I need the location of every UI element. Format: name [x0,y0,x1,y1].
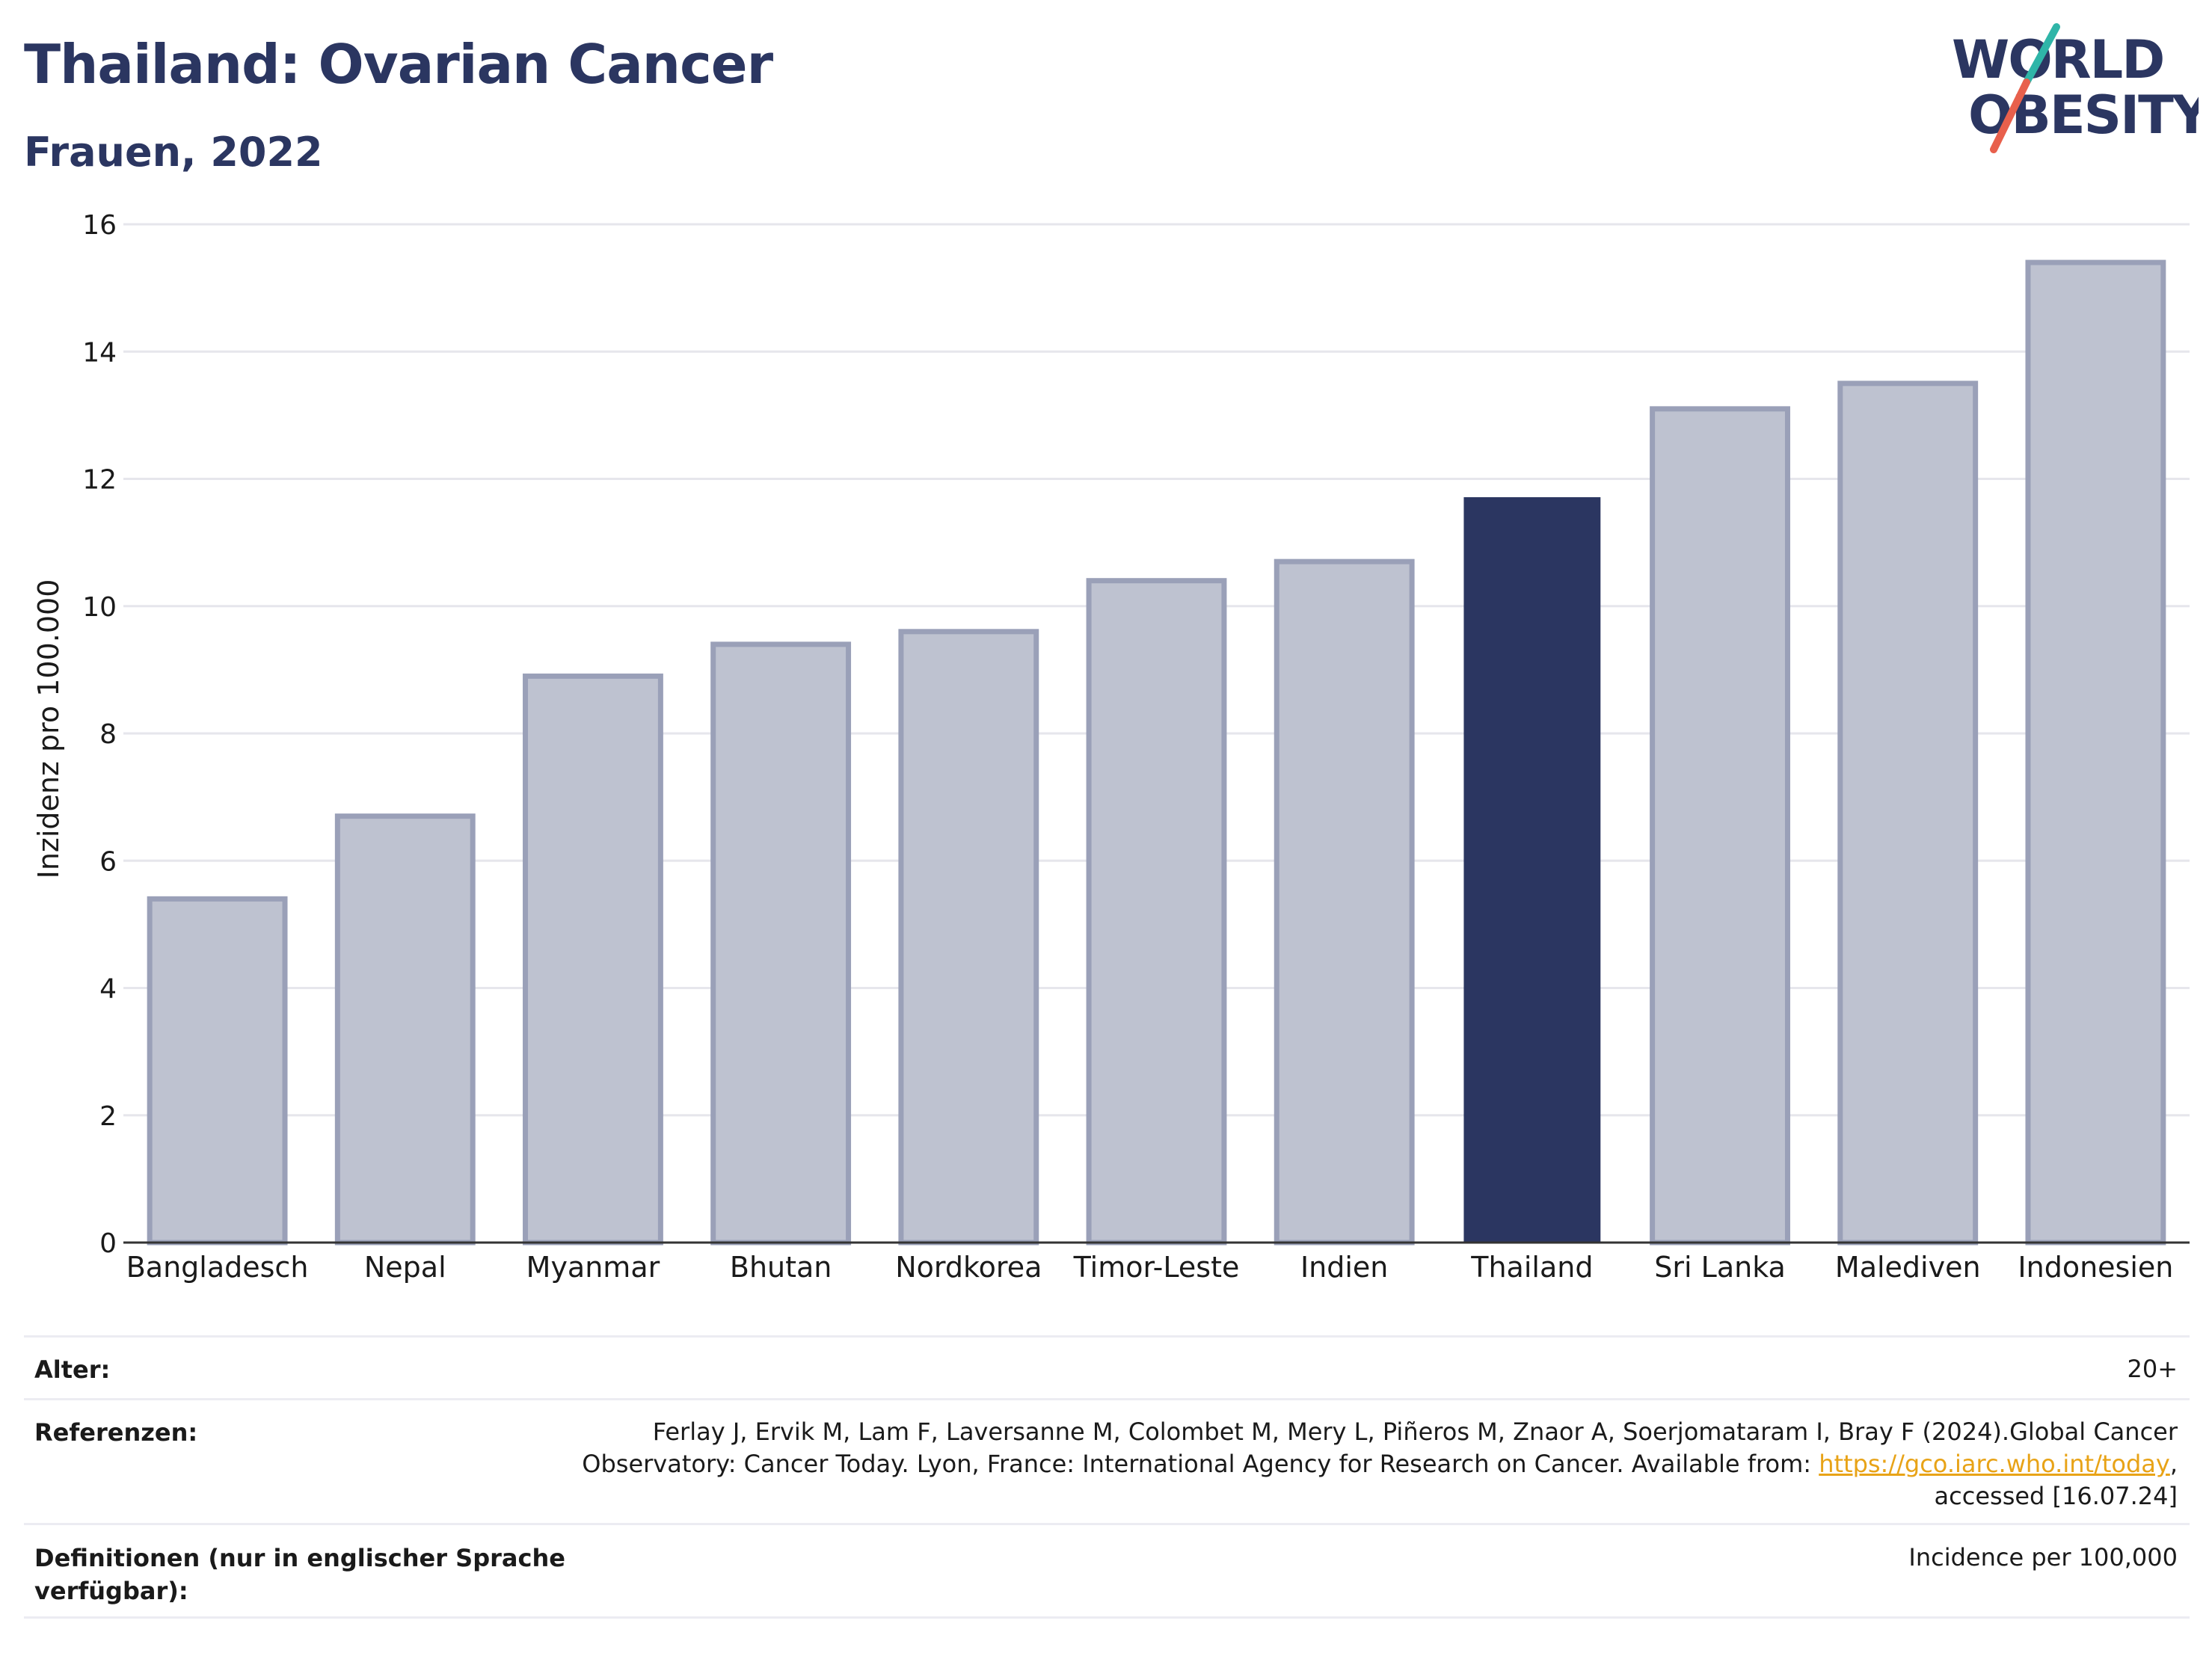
x-tick-label: Bangladesch [126,1251,309,1284]
age-value: 20+ [2127,1355,2178,1383]
y-axis-title: Inzidenz pro 100.000 [32,579,65,879]
meta-divider [24,1523,2190,1525]
references-line-3: accessed [16.07.24] [1934,1482,2178,1510]
chart-subtitle: Frauen, 2022 [24,129,323,176]
definitions-label: Definitionen (nur in englischer Sprache … [34,1542,565,1607]
meta-divider [24,1398,2190,1400]
references-line-2: Observatory: Cancer Today. Lyon, France:… [582,1448,2178,1480]
bar [1086,578,1227,1246]
meta-divider [24,1616,2190,1619]
bar [1650,406,1790,1246]
x-tick-label: Nepal [364,1251,446,1284]
definitions-value: Incidence per 100,000 [1908,1543,2178,1572]
bar [1274,558,1415,1246]
x-tick-label: Timor-Leste [1073,1251,1240,1284]
age-label: Alter: [34,1355,111,1384]
bar-chart: 0 2 4 6 8 10 12 14 16 Bangladesch Nepal Myanmar Bhut… [32,210,2190,1284]
y-tick-label: 8 [99,719,117,750]
bar [2025,259,2166,1246]
bar [898,629,1039,1246]
y-tick-label: 4 [99,974,117,1005]
y-tick-label: 2 [99,1101,117,1132]
world-obesity-logo: WORLD OBESITY [1952,23,2199,153]
logo-slash-top [2023,23,2060,86]
axis-layer: 0 2 4 6 8 10 12 14 16 Bangladesch Nepal Myanmar Bhut… [82,210,2190,1284]
references-line-2-end: , [2169,1450,2178,1478]
chart-title: Thailand: Ovarian Cancer [24,33,773,96]
references-label: Referenzen: [34,1418,198,1447]
x-tick-label: Indien [1300,1251,1388,1284]
x-tick-label: Nordkorea [895,1251,1042,1284]
bar [1837,381,1979,1246]
y-tick-label: 12 [82,465,117,496]
definitions-label-line-1: Definitionen (nur in englischer Sprache [34,1544,565,1572]
logo-line-1: WORLD [1952,29,2163,90]
bar-highlighted [1463,497,1601,1243]
bar-layer [147,259,2166,1246]
meta-divider [24,1335,2190,1338]
x-tick-label: Myanmar [526,1251,660,1284]
x-tick-label: Bhutan [730,1251,832,1284]
bar [334,813,476,1246]
references-line-2-text: Observatory: Cancer Today. Lyon, France:… [582,1450,1819,1478]
definitions-label-line-2: verfügbar): [34,1577,188,1605]
references-value: Ferlay J, Ervik M, Lam F, Laversanne M, … [582,1416,2178,1512]
references-link[interactable]: https://gco.iarc.who.int/today [1819,1450,2170,1478]
x-tick-label: Indonesien [2018,1251,2173,1284]
bar [523,673,663,1246]
y-tick-label: 16 [82,210,117,241]
y-tick-label: 10 [82,592,117,623]
bar [710,641,852,1246]
references-line-1: Ferlay J, Ervik M, Lam F, Laversanne M, … [652,1418,2178,1446]
bar [147,896,288,1246]
x-tick-label: Sri Lanka [1654,1251,1786,1284]
x-tick-label: Malediven [1835,1251,1981,1284]
logo-slash-bottom [1990,79,2030,153]
y-tick-label: 14 [82,337,117,368]
y-tick-label: 0 [99,1228,117,1259]
x-tick-label: Thailand [1470,1251,1593,1284]
y-tick-label: 6 [99,846,117,877]
